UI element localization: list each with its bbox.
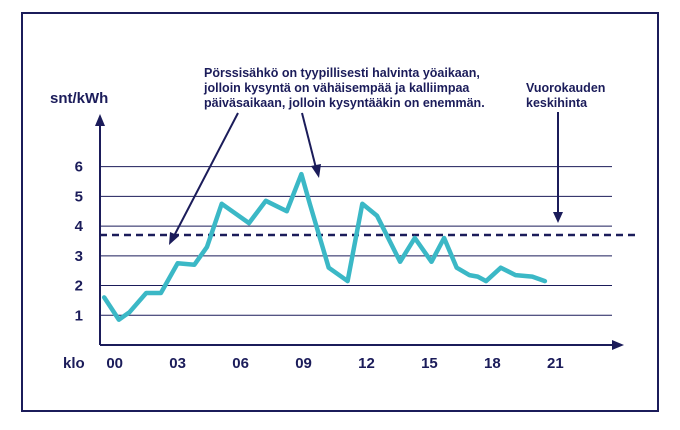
x-axis-title: klo [63, 355, 85, 372]
y-tick-label-1: 1 [75, 307, 83, 324]
x-tick-label-15: 15 [421, 355, 438, 372]
annotation-arrows [169, 112, 563, 245]
arrow-head-day [311, 164, 321, 178]
arrow-to-day-high [301, 112, 317, 169]
x-tick-label-00: 00 [106, 355, 123, 372]
x-tick-labels: 00 03 06 09 12 15 18 21 [106, 355, 563, 372]
x-axis-arrowhead [612, 340, 624, 350]
y-tick-labels: 1 2 3 4 5 6 [75, 159, 84, 325]
arrow-head-average [553, 212, 563, 223]
chart-frame [21, 12, 659, 412]
x-tick-label-09: 09 [295, 355, 312, 372]
annotation-line-1: Pörssisähkö on tyypillisesti halvinta yö… [204, 66, 480, 80]
y-tick-label-2: 2 [75, 278, 83, 295]
price-series [101, 171, 548, 322]
annotation-line-2: jolloin kysyntä on vähäisempää ja kallii… [203, 81, 470, 95]
y-tick-label-6: 6 [75, 159, 83, 176]
y-axis-title: snt/kWh [50, 90, 108, 107]
average-label-line-2: keskihinta [526, 96, 588, 110]
x-tick-label-06: 06 [232, 355, 249, 372]
y-tick-label-4: 4 [75, 218, 84, 235]
x-tick-label-12: 12 [358, 355, 375, 372]
x-tick-label-18: 18 [484, 355, 501, 372]
y-tick-label-3: 3 [75, 248, 83, 265]
night-day-annotation: Pörssisähkö on tyypillisesti halvinta yö… [203, 66, 485, 110]
arrow-head-night [169, 232, 179, 245]
x-tick-label-21: 21 [547, 355, 564, 372]
x-tick-label-03: 03 [169, 355, 186, 372]
average-annotation: Vuorokauden keskihinta [526, 81, 605, 110]
series-line-0 [101, 171, 548, 322]
gridlines [100, 166, 612, 316]
y-tick-label-5: 5 [75, 188, 83, 205]
average-label-line-1: Vuorokauden [526, 81, 605, 95]
arrow-to-night-low [173, 112, 239, 237]
axes [95, 114, 624, 350]
annotation-line-3: päiväsaikaan, jolloin kysyntääkin on ene… [204, 96, 485, 110]
y-axis-arrowhead [95, 114, 105, 126]
